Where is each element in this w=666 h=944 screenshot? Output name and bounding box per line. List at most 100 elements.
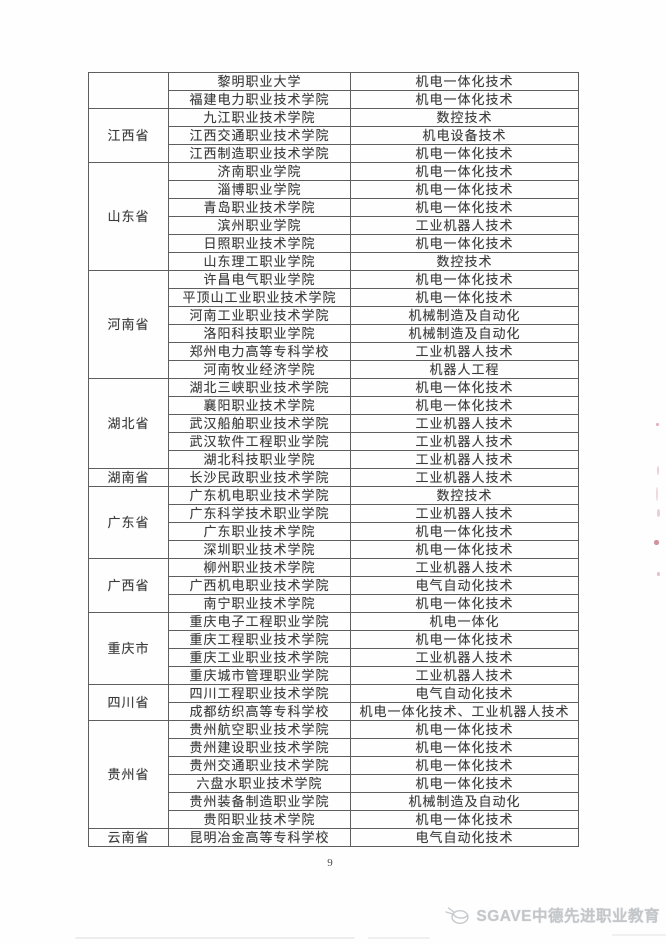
table-row: 湖南省 长沙民政职业技术学院 工业机器人技术: [88, 468, 579, 487]
major-cell: 机电一体化技术: [350, 144, 579, 163]
school-cell: 洛阳科技职业学院: [168, 324, 351, 343]
major-cell: 工业机器人技术: [350, 432, 579, 451]
table-row: 广东科学技术职业学院 工业机器人技术: [89, 504, 579, 523]
scan-artifact-mark: [657, 509, 660, 517]
table-row: 广西省 柳州职业技术学院 工业机器人技术: [88, 558, 579, 613]
major-cell: 机电一体化技术: [350, 810, 579, 829]
table-row: 深圳职业技术学院 机电一体化技术: [89, 540, 579, 559]
school-cell: 日照职业技术学院: [168, 234, 351, 253]
major-cell: 机电一体化技术: [350, 720, 579, 739]
school-cell: 黎明职业大学: [168, 72, 351, 91]
major-cell: 工业机器人技术: [350, 666, 579, 685]
major-cell: 机电一体化技术: [350, 162, 579, 181]
table-row: 南宁职业技术学院 机电一体化技术: [89, 594, 579, 613]
scan-artifact-mark: [656, 423, 659, 426]
province-cell: 河南省: [88, 270, 169, 379]
scan-artifact-line: [75, 937, 355, 939]
school-cell: 广东职业技术学院: [168, 522, 351, 541]
table-row: 湖北省 湖北三峡职业技术学院 机电一体化技术: [88, 378, 579, 469]
table-row: 日照职业技术学院 机电一体化技术: [89, 234, 579, 253]
major-cell: 机械制造及自动化: [350, 324, 579, 343]
province-cell: 山东省: [88, 162, 169, 271]
province-cell: 广西省: [88, 558, 169, 613]
major-cell: 工业机器人技术: [350, 216, 579, 235]
school-cell: 济南职业学院: [168, 162, 351, 181]
major-cell: 机械制造及自动化: [350, 306, 579, 325]
major-cell: 数控技术: [350, 108, 579, 127]
major-cell: 机电一体化技术: [350, 396, 579, 415]
major-cell: 数控技术: [350, 486, 579, 505]
table-row: 山东省 济南职业学院 机电一体化技术: [88, 162, 579, 271]
province-cell: 江西省: [88, 108, 169, 163]
school-cell: 平顶山工业职业技术学院: [168, 288, 351, 307]
major-cell: 工业机器人技术: [350, 504, 579, 523]
school-cell: 重庆工业职业技术学院: [168, 648, 351, 667]
school-cell: 六盘水职业技术学院: [168, 774, 351, 793]
school-cell: 福建电力职业技术学院: [168, 90, 351, 109]
major-cell: 机电一体化技术: [350, 594, 579, 613]
table-row: 重庆工程职业技术学院 机电一体化技术: [89, 630, 579, 649]
table-row: 黎明职业大学 机电一体化技术: [88, 72, 579, 109]
school-cell: 湖北三峡职业技术学院: [168, 378, 351, 397]
school-cell: 武汉船舶职业技术学院: [168, 414, 351, 433]
table-row: 郑州电力高等专科学校 工业机器人技术: [89, 342, 579, 361]
province-cell: 四川省: [88, 684, 169, 721]
school-cell: 武汉软件工程职业学院: [168, 432, 351, 451]
school-cell: 襄阳职业技术学院: [168, 396, 351, 415]
major-cell: 工业机器人技术: [350, 468, 579, 487]
major-cell: 工业机器人技术: [350, 342, 579, 361]
table-row: 云南省 昆明冶金高等专科学校 电气自动化技术: [88, 828, 579, 847]
school-cell: 河南牧业经济学院: [168, 360, 351, 379]
province-cell: 广东省: [88, 486, 169, 559]
table-row: 河南工业职业技术学院 机械制造及自动化: [89, 306, 579, 325]
province-cell: 重庆市: [88, 612, 169, 685]
school-cell: 柳州职业技术学院: [168, 558, 351, 577]
major-cell: 机电一体化技术: [350, 522, 579, 541]
school-cell: 贵州航空职业技术学院: [168, 720, 351, 739]
school-cell: 广西机电职业技术学院: [168, 576, 351, 595]
school-cell: 昆明冶金高等专科学校: [168, 828, 351, 847]
school-cell: 重庆电子工程职业学院: [168, 612, 351, 631]
table-row: 江西省 九江职业技术学院 数控技术: [88, 108, 579, 163]
major-cell: 电气自动化技术: [350, 576, 579, 595]
page-number: 9: [327, 857, 333, 869]
table-row: 青岛职业技术学院 机电一体化技术: [89, 198, 579, 217]
major-cell: 工业机器人技术: [350, 558, 579, 577]
school-cell: 深圳职业技术学院: [168, 540, 351, 559]
brand-watermark: SGAVE中德先进职业教育: [444, 903, 660, 927]
school-cell: 九江职业技术学院: [168, 108, 351, 127]
major-cell: 机电一体化技术: [350, 270, 579, 289]
major-cell: 机电一体化技术: [350, 774, 579, 793]
major-cell: 机电一体化技术: [350, 90, 579, 109]
major-cell: 机电一体化技术、工业机器人技术: [350, 702, 579, 721]
table-row: 重庆城市管理职业学院 工业机器人技术: [89, 666, 579, 685]
province-cell: 湖南省: [88, 468, 169, 487]
major-cell: 机电一体化: [350, 612, 579, 631]
school-cell: 江西交通职业技术学院: [168, 126, 351, 145]
table-row: 贵州装备制造职业学院 机械制造及自动化: [89, 792, 579, 811]
school-cell: 河南工业职业技术学院: [168, 306, 351, 325]
table-row: 贵州建设职业技术学院 机电一体化技术: [89, 738, 579, 757]
sgave-globe-logo-icon: [444, 905, 471, 926]
major-cell: 机电一体化技术: [350, 540, 579, 559]
table-row: 贵州交通职业技术学院 机电一体化技术: [89, 756, 579, 775]
table-row: 重庆市 重庆电子工程职业学院 机电一体化: [88, 612, 579, 685]
school-cell: 江西制造职业技术学院: [168, 144, 351, 163]
major-cell: 电气自动化技术: [350, 684, 579, 703]
school-cell: 贵州建设职业技术学院: [168, 738, 351, 757]
school-cell: 贵州交通职业技术学院: [168, 756, 351, 775]
school-cell: 淄博职业学院: [168, 180, 351, 199]
table-row: 湖北科技职业学院 工业机器人技术: [89, 450, 579, 469]
school-cell: 湖北科技职业学院: [168, 450, 351, 469]
school-cell: 重庆城市管理职业学院: [168, 666, 351, 685]
major-cell: 工业机器人技术: [350, 414, 579, 433]
table-row: 洛阳科技职业学院 机械制造及自动化: [89, 324, 579, 343]
major-cell: 机电一体化技术: [350, 378, 579, 397]
province-cell: 贵州省: [88, 720, 169, 829]
school-cell: 重庆工程职业技术学院: [168, 630, 351, 649]
table-row: 广东省 广东机电职业技术学院 数控技术: [88, 486, 579, 559]
major-cell: 机电一体化技术: [350, 288, 579, 307]
school-cell: 许昌电气职业学院: [168, 270, 351, 289]
scan-artifact-line: [612, 934, 666, 936]
